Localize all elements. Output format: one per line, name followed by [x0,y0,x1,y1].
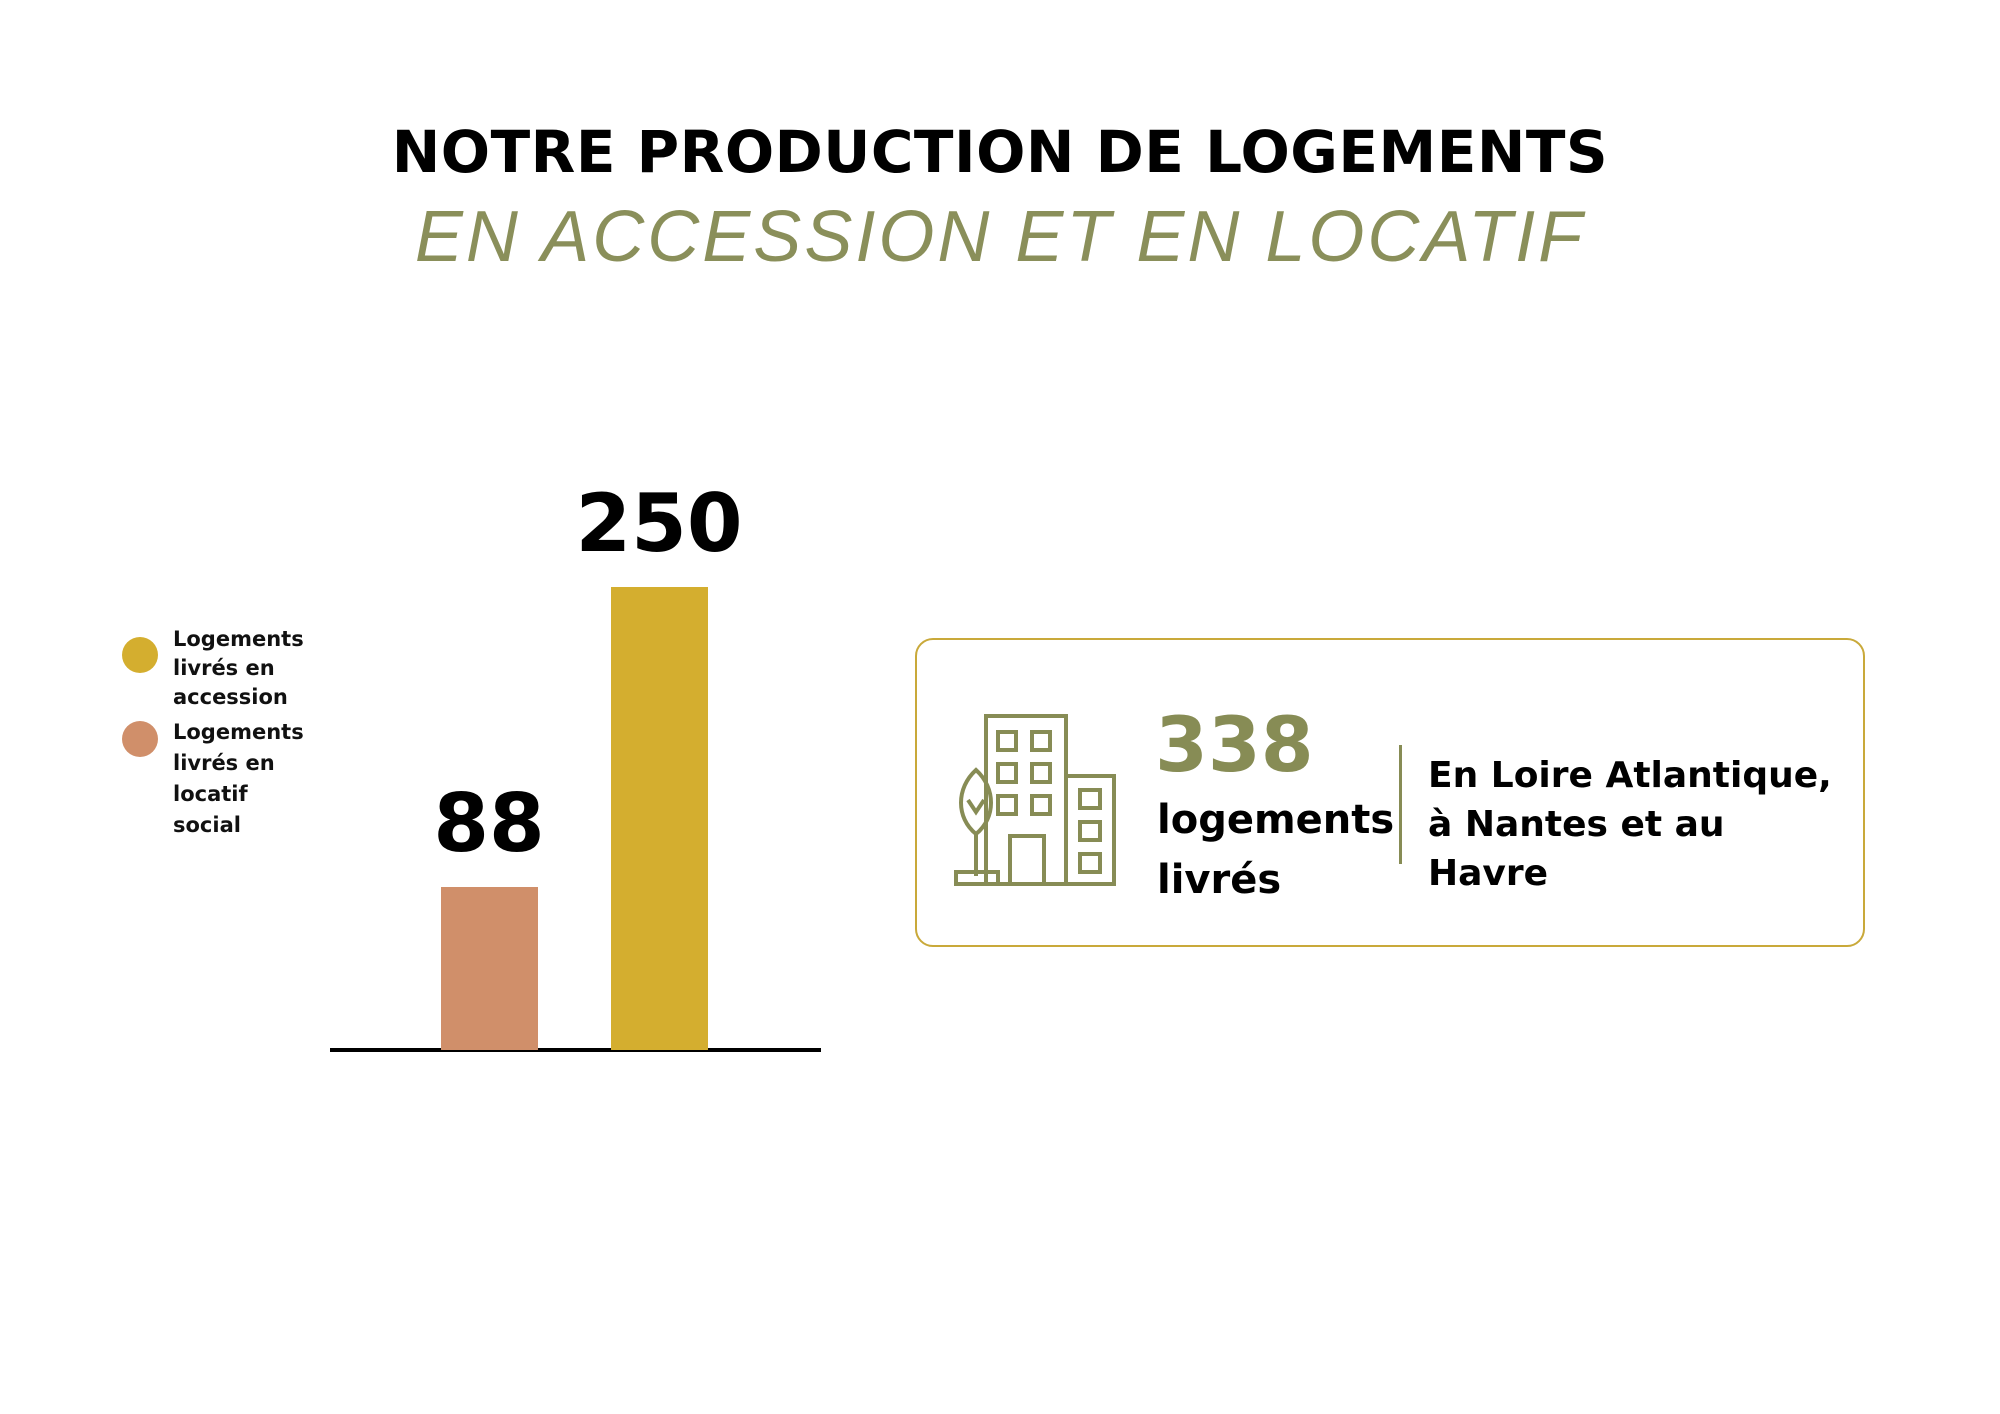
value-label: 250 [575,477,743,570]
bar [611,587,708,1050]
callout-box [915,638,1865,947]
title: NOTRE PRODUCTION DE LOGEMENTS [391,118,1609,186]
subtitle: EN ACCESSION ET EN LOCATIF [414,197,1586,277]
legend-dot [122,637,158,673]
legend-label: Logements livrés en accession [173,627,304,709]
total-label: logements livrés [1157,797,1395,903]
baseline [330,1048,821,1052]
value-label: 88 [433,777,545,871]
bar [441,887,538,1050]
total-value: 338 [1155,700,1314,789]
legend-label: Logements livrés en locatif social [173,720,304,837]
legend-dot [122,721,158,757]
building-icon [954,714,1116,886]
divider [1399,745,1402,864]
location: En Loire Atlantique, à Nantes et au Havr… [1428,755,1832,894]
